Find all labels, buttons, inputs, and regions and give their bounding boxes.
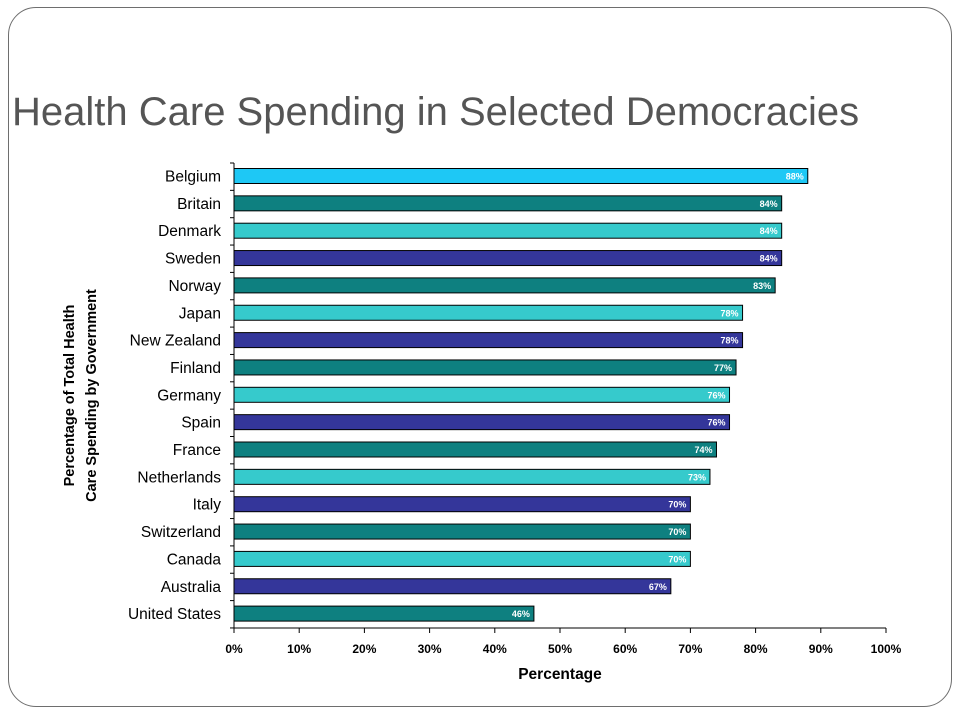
bar-australia <box>233 578 672 595</box>
category-label: Britain <box>177 196 221 213</box>
bar-united-states <box>233 605 535 622</box>
x-tick-label: 70% <box>678 642 702 656</box>
x-axis-title: Percentage <box>518 666 602 683</box>
category-label: Denmark <box>158 223 221 240</box>
category-label: Spain <box>181 415 221 432</box>
bar-new-zealand <box>233 332 744 349</box>
x-tick-label: 30% <box>418 642 442 656</box>
x-tick-label: 60% <box>613 642 637 656</box>
y-axis-title-line: Percentage of Total Health <box>62 305 78 487</box>
x-tick-label: 80% <box>744 642 768 656</box>
value-label: 76% <box>708 390 726 400</box>
value-label: 73% <box>688 472 706 482</box>
bar-france <box>233 441 717 458</box>
bar-japan <box>233 304 744 321</box>
value-label: 78% <box>721 336 739 346</box>
value-label: 78% <box>721 308 739 318</box>
value-label: 76% <box>708 418 726 428</box>
category-label: France <box>173 442 221 459</box>
category-label: New Zealand <box>130 333 221 350</box>
value-label: 74% <box>694 445 712 455</box>
x-tick-label: 0% <box>225 642 243 656</box>
category-label: Switzerland <box>141 524 221 541</box>
x-tick-label: 10% <box>287 642 311 656</box>
bar-britain <box>233 195 783 212</box>
bar-switzerland <box>233 523 691 540</box>
category-label: Canada <box>167 551 222 568</box>
value-label: 70% <box>668 500 686 510</box>
x-tick-label: 100% <box>871 642 902 656</box>
bar-netherlands <box>233 468 711 485</box>
category-label: United States <box>128 606 221 623</box>
category-label: Germany <box>157 387 221 404</box>
category-label: Italy <box>193 497 222 514</box>
bar-denmark <box>233 222 783 239</box>
value-label: 84% <box>760 226 778 236</box>
value-label: 84% <box>760 254 778 264</box>
category-label: Australia <box>161 579 222 596</box>
category-label: Sweden <box>165 251 221 268</box>
x-tick-label: 40% <box>483 642 507 656</box>
slide-title: Health Care Spending in Selected Democra… <box>12 90 860 134</box>
category-label: Norway <box>168 278 221 295</box>
x-tick-label: 50% <box>548 642 572 656</box>
value-label: 46% <box>512 609 530 619</box>
value-label: 84% <box>760 199 778 209</box>
bar-italy <box>233 496 691 513</box>
value-label: 70% <box>668 554 686 564</box>
category-label: Japan <box>179 305 221 322</box>
bar-finland <box>233 359 737 376</box>
bar-germany <box>233 386 731 403</box>
x-tick-label: 20% <box>352 642 376 656</box>
value-label: 70% <box>668 527 686 537</box>
bar-spain <box>233 414 731 431</box>
value-label: 77% <box>714 363 732 373</box>
category-label: Finland <box>170 360 221 377</box>
y-axis-title-line: Care Spending by Government <box>84 289 100 502</box>
value-label: 67% <box>649 582 667 592</box>
bar-norway <box>233 277 776 294</box>
bar-canada <box>233 550 691 567</box>
x-tick-label: 90% <box>809 642 833 656</box>
bar-sweden <box>233 250 783 267</box>
category-label: Belgium <box>165 169 221 186</box>
value-label: 88% <box>786 172 804 182</box>
bar-belgium <box>233 168 809 184</box>
category-label: Netherlands <box>137 469 221 486</box>
value-label: 83% <box>753 281 771 291</box>
